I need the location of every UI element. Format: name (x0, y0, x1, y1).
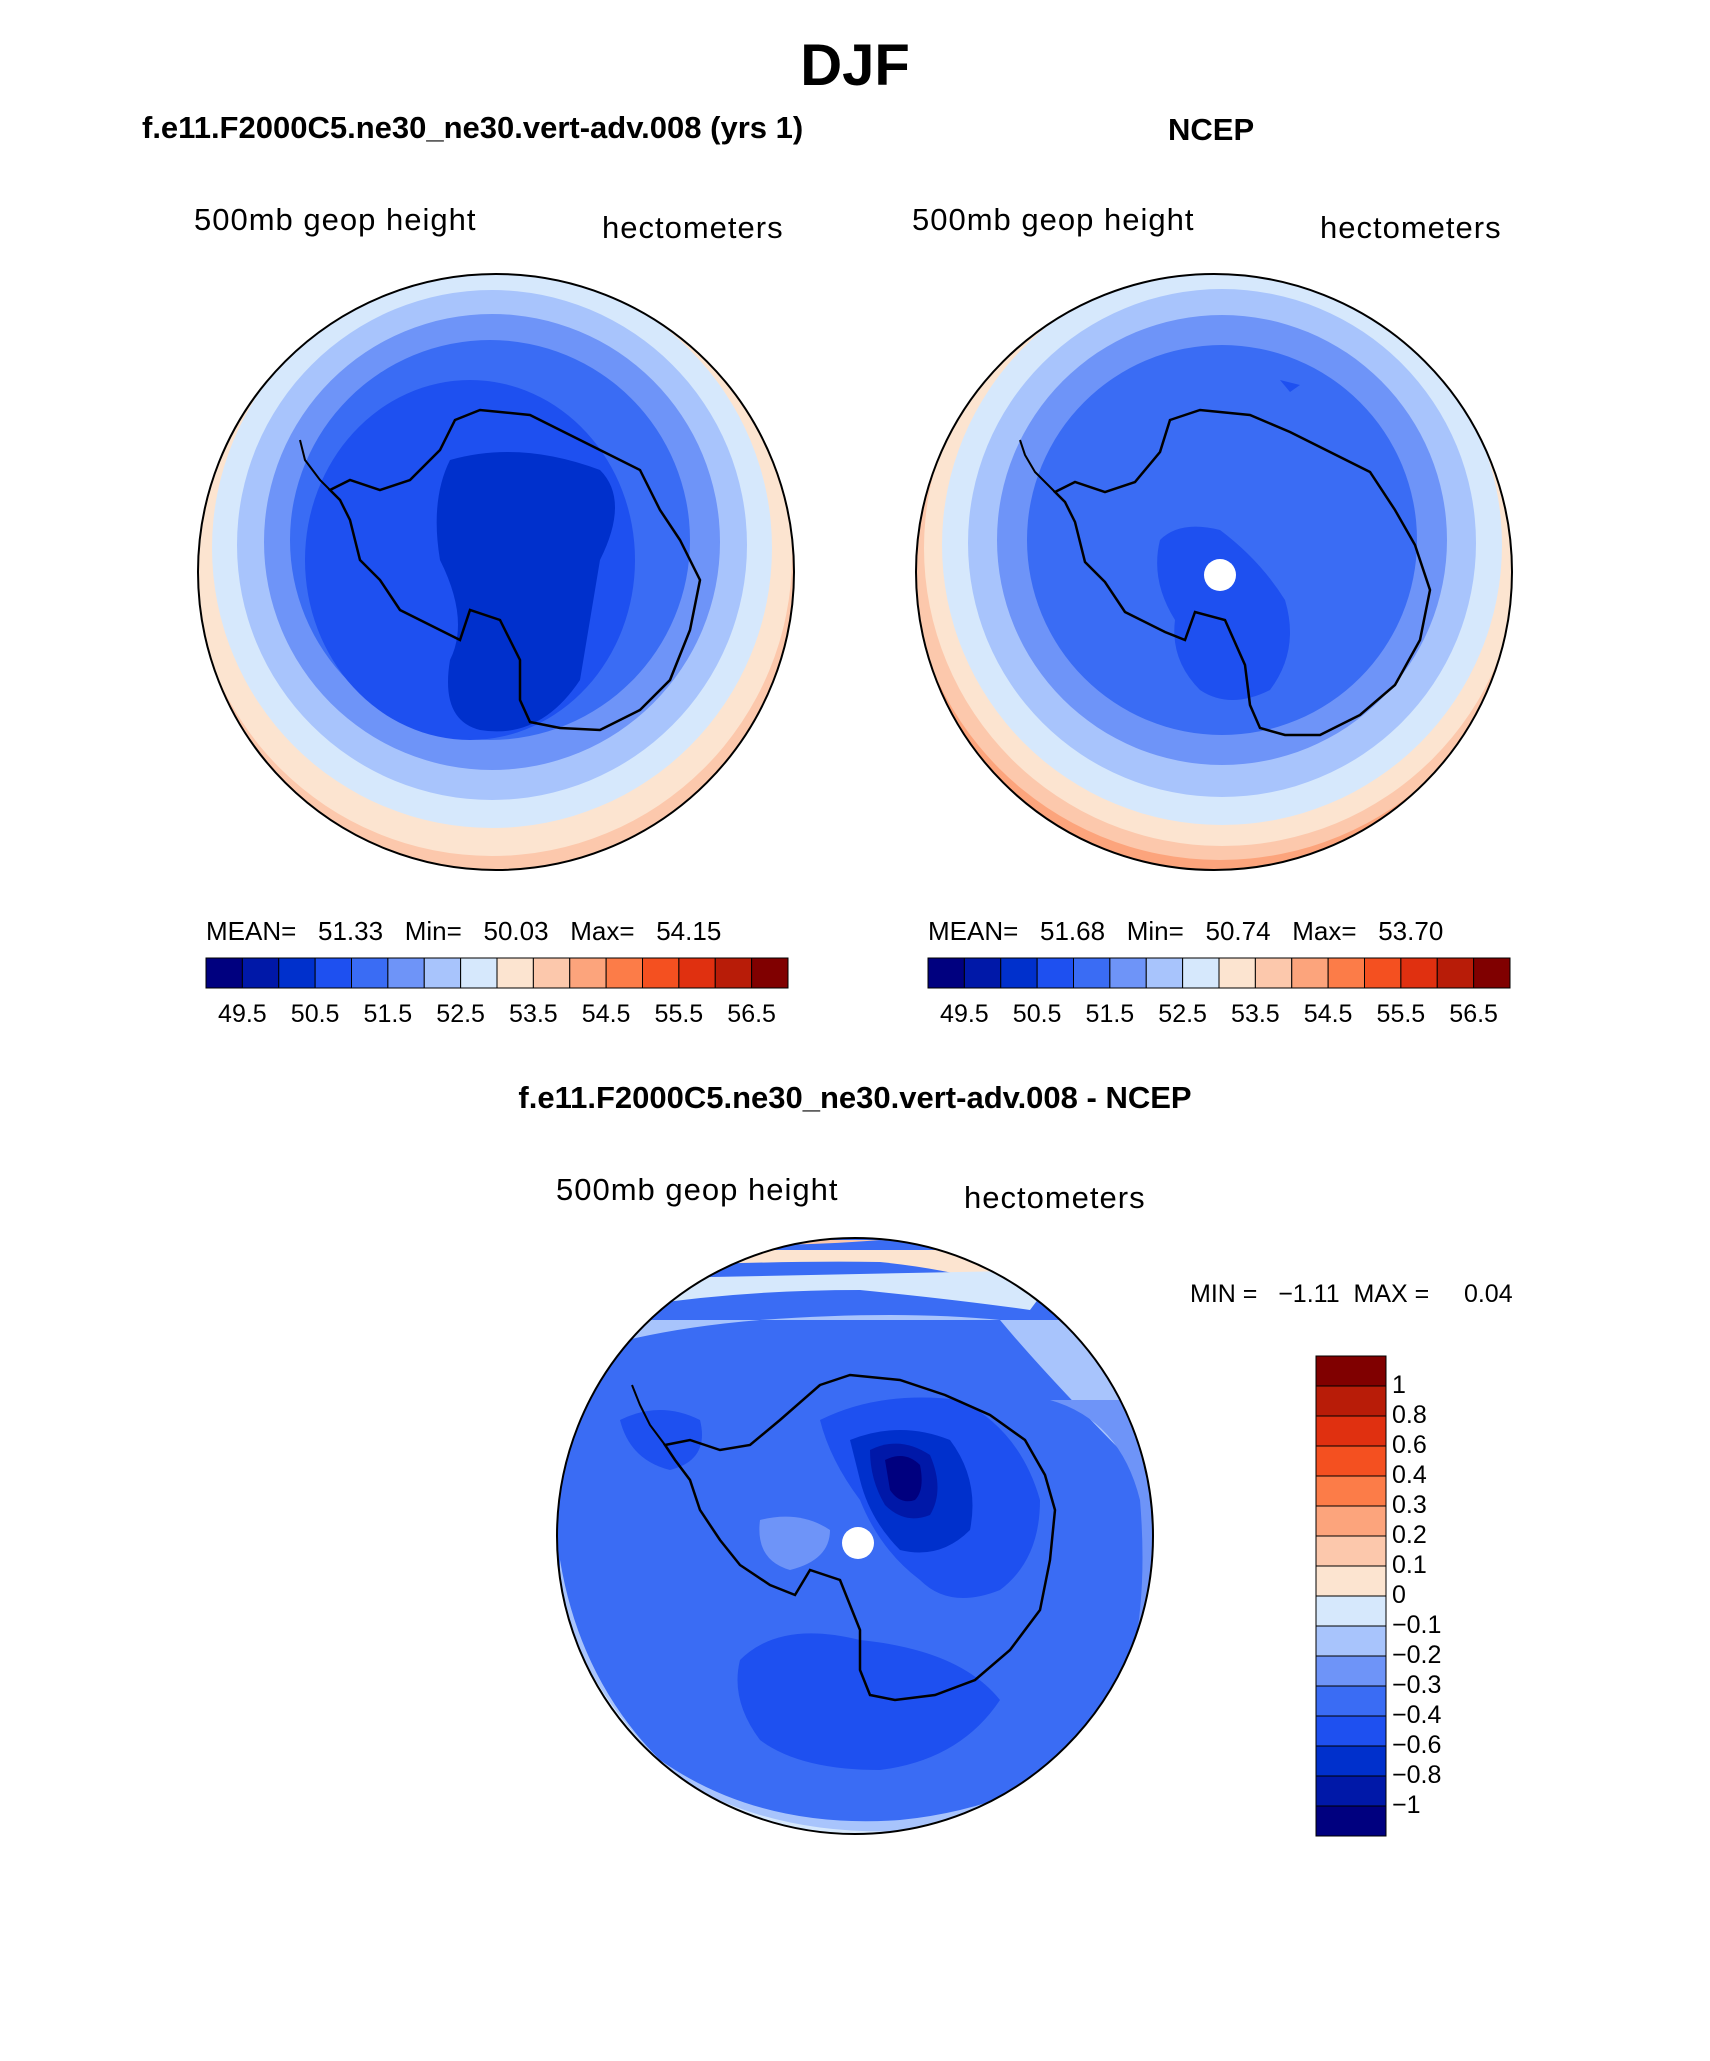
right-colorbar-ticks: 49.5 50.5 51.5 52.5 53.5 54.5 55.5 56.5 (928, 1000, 1510, 1030)
colorbar-swatch (1218, 957, 1256, 989)
colorbar-swatch (1327, 957, 1365, 989)
colorbar-tick-label: 55.5 (654, 1000, 704, 1028)
colorbar-swatch (1000, 957, 1038, 989)
colorbar-swatch (387, 957, 425, 989)
colorbar-tick-label: 49.5 (940, 1000, 989, 1028)
colorbar-tick-label: 53.5 (1231, 1000, 1280, 1028)
colorbar-tick-label: 52.5 (436, 1000, 485, 1028)
colorbar-tick-label: −1 (1392, 1791, 1421, 1819)
colorbar-swatch (1315, 1535, 1387, 1567)
colorbar-swatch (642, 957, 680, 989)
right-colorbar (927, 957, 1511, 989)
colorbar-tick-label: 54.5 (581, 1000, 631, 1028)
colorbar-swatch (605, 957, 643, 989)
colorbar-swatch (1364, 957, 1402, 989)
left-stats: MEAN= 51.33 Min= 50.03 Max= 54.15 (206, 916, 722, 946)
colorbar-tick-label: −0.3 (1392, 1671, 1442, 1699)
main-title: DJF (800, 33, 910, 98)
colorbar-swatch (1315, 1415, 1387, 1447)
colorbar-swatch (1254, 957, 1293, 989)
colorbar-swatch (1036, 957, 1074, 989)
colorbar-swatch (423, 957, 462, 989)
colorbar-tick-label: −0.8 (1392, 1761, 1442, 1789)
colorbar-swatch (1291, 957, 1329, 989)
colorbar-tick-label: 49.5 (218, 1000, 267, 1028)
colorbar-swatch (1315, 1475, 1387, 1507)
colorbar-swatch (496, 957, 534, 989)
difference-variable-label: 500mb geop height (556, 1172, 839, 1207)
colorbar-swatch (205, 957, 243, 989)
colorbar-tick-label: 0.8 (1392, 1401, 1427, 1429)
colorbar-tick-label: 55.5 (1376, 1000, 1426, 1028)
colorbar-tick-label: −0.1 (1392, 1611, 1442, 1639)
colorbar-swatch (1315, 1655, 1387, 1687)
colorbar-swatch (1315, 1355, 1387, 1387)
colorbar-tick-label: 0.6 (1392, 1431, 1427, 1459)
colorbar-tick-label: 0.2 (1392, 1521, 1427, 1549)
colorbar-tick-label: 0.1 (1392, 1551, 1427, 1579)
colorbar-tick-label: 56.5 (727, 1000, 776, 1028)
colorbar-swatch (1315, 1445, 1387, 1477)
left-colorbar-ticks: 49.5 50.5 51.5 52.5 53.5 54.5 55.5 56.5 (206, 1000, 788, 1030)
left-variable-label: 500mb geop height (194, 202, 477, 237)
colorbar-swatch (1436, 957, 1475, 989)
colorbar-swatch (1315, 1625, 1387, 1657)
colorbar-swatch (278, 957, 316, 989)
colorbar-swatch (351, 957, 389, 989)
colorbar-tick-label: 50.5 (290, 1000, 340, 1028)
left-colorbar (205, 957, 789, 989)
colorbar-swatch (1315, 1775, 1387, 1807)
colorbar-tick-label: 0.4 (1392, 1461, 1427, 1489)
colorbar-tick-label: 50.5 (1012, 1000, 1062, 1028)
colorbar-swatch (751, 957, 789, 989)
colorbar-swatch (1315, 1715, 1387, 1747)
colorbar-tick-label: −0.6 (1392, 1731, 1442, 1759)
right-variable-label: 500mb geop height (912, 202, 1195, 237)
colorbar-tick-label: 51.5 (1085, 1000, 1135, 1028)
colorbar-tick-label: −0.4 (1392, 1701, 1442, 1729)
colorbar-swatch (1315, 1385, 1387, 1417)
colorbar-swatch (1315, 1595, 1387, 1627)
colorbar-swatch (678, 957, 716, 989)
right-stats: MEAN= 51.68 Min= 50.74 Max= 53.70 (928, 916, 1444, 946)
colorbar-swatch (1315, 1505, 1387, 1537)
left-panel-title: f.e11.F2000C5.ne30_ne30.vert-adv.008 (yr… (142, 110, 804, 145)
colorbar-swatch (1145, 957, 1184, 989)
colorbar-swatch (1315, 1565, 1387, 1597)
colorbar-swatch (1315, 1685, 1387, 1717)
difference-colorbar-ticks: 1 0.8 0.6 0.4 0.3 0.2 0.1 0 −0.1 −0.2 −0.3 −0.4 −0.6… (1392, 1356, 1512, 1836)
colorbar-swatch (1315, 1745, 1387, 1777)
colorbar-tick-label: −0.2 (1392, 1641, 1442, 1669)
colorbar-tick-label: 53.5 (509, 1000, 558, 1028)
difference-units-label: hectometers (964, 1180, 1146, 1215)
colorbar-tick-label: 56.5 (1449, 1000, 1498, 1028)
colorbar-swatch (714, 957, 753, 989)
colorbar-tick-label: 0 (1392, 1581, 1406, 1609)
colorbar-tick-label: 54.5 (1303, 1000, 1353, 1028)
colorbar-swatch (1315, 1805, 1387, 1837)
difference-title: f.e11.F2000C5.ne30_ne30.vert-adv.008 - N… (518, 1080, 1192, 1115)
colorbar-tick-label: 0.3 (1392, 1491, 1427, 1519)
colorbar-swatch (963, 957, 1002, 989)
difference-stats: MIN = −1.11 MAX = 0.04 (1190, 1280, 1513, 1308)
colorbar-swatch (1473, 957, 1511, 989)
colorbar-tick-label: 51.5 (363, 1000, 413, 1028)
difference-colorbar (1315, 1355, 1387, 1837)
right-units-label: hectometers (1320, 210, 1502, 245)
colorbar-swatch (1182, 957, 1220, 989)
right-panel-title: NCEP (1168, 112, 1255, 147)
colorbar-tick-label: 52.5 (1158, 1000, 1207, 1028)
left-units-label: hectometers (602, 210, 784, 245)
colorbar-tick-label: 1 (1392, 1371, 1406, 1399)
